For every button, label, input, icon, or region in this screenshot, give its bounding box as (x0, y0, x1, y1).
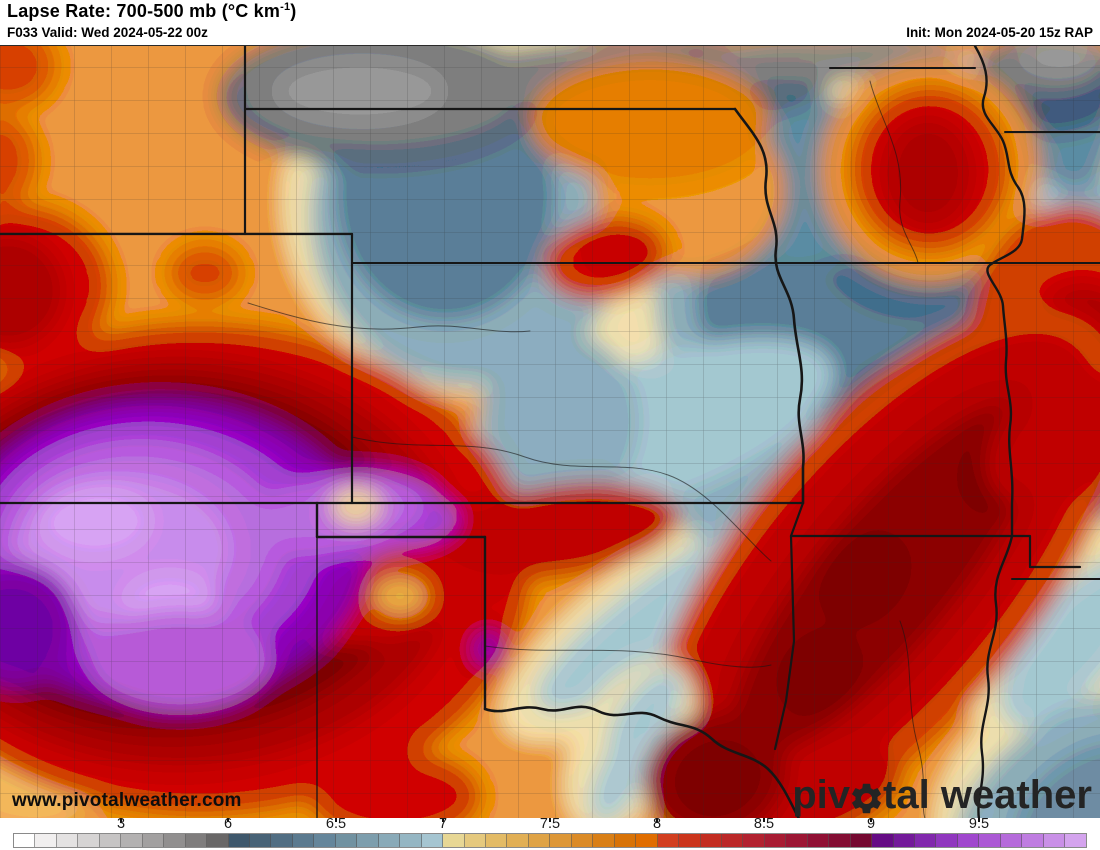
pivotal-weather-logo: piv tal weather (792, 775, 1092, 815)
colorbar-cell (99, 834, 122, 847)
colorbar-cell (357, 834, 379, 847)
colorbar-cells (13, 833, 1087, 848)
colorbar-tick-label: 9 (866, 816, 876, 832)
colorbar-cell (614, 834, 637, 847)
logo-text-left: piv (792, 773, 851, 817)
colorbar-tick-label: 8.5 (753, 816, 775, 832)
colorbar-tickmark (978, 818, 980, 822)
colorbar-cell (249, 834, 272, 847)
colorbar-cell (1022, 834, 1044, 847)
title-superscript: -1 (280, 1, 291, 13)
colorbar-cell (164, 834, 186, 847)
header-subrow: F033 Valid: Wed 2024-05-22 00z Init: Mon… (7, 25, 1093, 40)
colorbar-cell (485, 834, 508, 847)
colorbar-tickmark (335, 818, 337, 822)
colorbar-tickmark (656, 818, 658, 822)
map-svg (0, 46, 1100, 819)
colorbar-tickmark (870, 818, 872, 822)
colorbar-tick-label: 3 (116, 816, 126, 832)
colorbar-cell (400, 834, 422, 847)
colorbar-cell (936, 834, 958, 847)
colorbar-cell (314, 834, 336, 847)
colorbar-cell (571, 834, 594, 847)
colorbar-cell (142, 834, 165, 847)
colorbar-cell (550, 834, 572, 847)
colorbar-cell (443, 834, 465, 847)
colorbar-cell (464, 834, 486, 847)
title-text: Lapse Rate: 700-500 mb (°C km (7, 1, 281, 21)
colorbar-cell (893, 834, 916, 847)
colorbar-tick-label: 9.5 (968, 816, 990, 832)
colorbar-cell (657, 834, 680, 847)
colorbar-cell (35, 834, 57, 847)
colorbar-cell (207, 834, 229, 847)
init-time-label: Init: Mon 2024-05-20 15z RAP (906, 25, 1093, 40)
colorbar-cell (807, 834, 830, 847)
colorbar-cell (228, 834, 250, 847)
colorbar-cell (829, 834, 851, 847)
colorbar-cell (721, 834, 744, 847)
colorbar-cell (979, 834, 1001, 847)
page-title: Lapse Rate: 700-500 mb (°C km-1) (7, 1, 297, 22)
colorbar-cell (378, 834, 401, 847)
header-bar: Lapse Rate: 700-500 mb (°C km-1) F033 Va… (0, 0, 1100, 45)
colorbar-cell (1000, 834, 1023, 847)
colorbar-cell (679, 834, 701, 847)
colorbar-cell (507, 834, 529, 847)
gear-icon (848, 780, 885, 817)
colorbar-tick-label: 6 (223, 816, 233, 832)
colorbar-cell (421, 834, 444, 847)
colorbar-cell (957, 834, 980, 847)
colorbar-tickmark (763, 818, 765, 822)
colorbar-cell (872, 834, 894, 847)
colorbar-cell (335, 834, 358, 847)
colorbar-legend: 3 6 6.5 7 7.5 8 8.5 9 9.5 (0, 816, 1100, 850)
colorbar-tick-label: 6.5 (325, 816, 347, 832)
colorbar-cell (271, 834, 293, 847)
colorbar-tickmark (227, 818, 229, 822)
colorbar-cell (56, 834, 79, 847)
colorbar-cell (78, 834, 100, 847)
colorbar-cell (593, 834, 615, 847)
colorbar-tickmark (442, 818, 444, 822)
colorbar-cell (743, 834, 765, 847)
colorbar-tickmark (120, 818, 122, 822)
colorbar-cell (14, 834, 36, 847)
watermark-url: www.pivotalweather.com (12, 790, 242, 811)
colorbar-cell (764, 834, 787, 847)
colorbar-cell (636, 834, 658, 847)
colorbar-cell (850, 834, 873, 847)
logo-text-right: tal weather (883, 773, 1092, 817)
lapse-rate-contour-map (0, 46, 1100, 819)
weather-map-canvas: www.pivotalweather.com piv tal weather (0, 45, 1100, 819)
colorbar-tickmark (549, 818, 551, 822)
colorbar-cell (292, 834, 315, 847)
colorbar-cell (1043, 834, 1066, 847)
state-borders (0, 46, 1100, 819)
valid-time-label: F033 Valid: Wed 2024-05-22 00z (7, 25, 208, 40)
colorbar-cell (915, 834, 937, 847)
colorbar-tick-label: 7 (438, 816, 448, 832)
colorbar-tick-label: 8 (652, 816, 662, 832)
colorbar-cell (786, 834, 808, 847)
colorbar-cell (528, 834, 551, 847)
colorbar-cell (121, 834, 143, 847)
colorbar-tick-label: 7.5 (539, 816, 561, 832)
title-suffix: ) (290, 1, 297, 21)
colorbar-cell (700, 834, 722, 847)
colorbar-cell (1065, 834, 1086, 847)
colorbar-cell (185, 834, 208, 847)
